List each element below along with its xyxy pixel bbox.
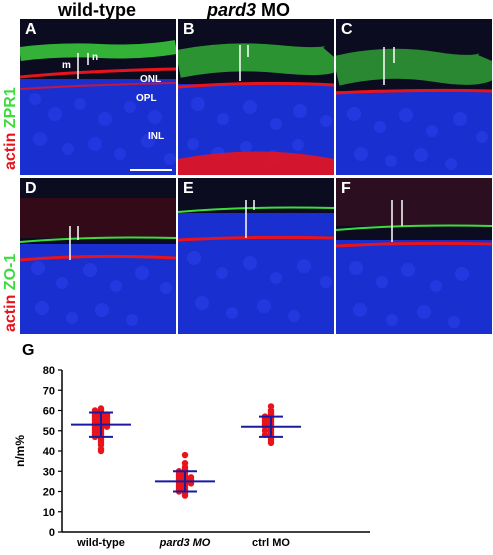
panel-e-image bbox=[178, 178, 334, 334]
panel-a-label: A bbox=[25, 21, 37, 38]
y-tick-label: 80 bbox=[43, 365, 55, 377]
panel-f: F bbox=[336, 178, 492, 334]
column-title-pard3-suffix: MO bbox=[256, 0, 291, 20]
row1-stain-red: actin bbox=[2, 132, 19, 170]
panel-b-label: B bbox=[183, 21, 195, 38]
y-tick-label: 20 bbox=[43, 487, 55, 499]
label-inl: INL bbox=[148, 131, 165, 142]
column-title-wild-type: wild-type bbox=[58, 0, 137, 20]
data-point bbox=[97, 447, 105, 455]
x-tick-label: pard3 MO bbox=[159, 537, 211, 549]
panel-d-label: D bbox=[25, 180, 37, 197]
y-tick-label: 10 bbox=[43, 507, 55, 519]
panel-d: D bbox=[20, 178, 176, 334]
chart-svg: 0 10 20 30 40 50 60 70 80 n/m% wild-type pard3 MO ct… bbox=[13, 365, 370, 549]
y-tick-label: 50 bbox=[43, 426, 55, 438]
data-point bbox=[267, 439, 275, 447]
panel-f-image bbox=[336, 178, 492, 334]
panel-c-label: C bbox=[341, 21, 353, 38]
scatter-chart: 0 10 20 30 40 50 60 70 80 n/m% wild-type pard3 MO ct… bbox=[0, 340, 493, 550]
y-tick-label: 60 bbox=[43, 406, 55, 418]
data-point bbox=[181, 492, 189, 499]
row2-stain-green: ZO-1 bbox=[2, 253, 19, 291]
y-tick-label: 40 bbox=[43, 446, 55, 458]
column-title-pard3-mo: pard3 MO bbox=[207, 0, 290, 21]
column-title-pard3-italic: pard3 bbox=[207, 0, 257, 20]
row2-stain-red: actin bbox=[2, 294, 19, 332]
panel-e: E bbox=[178, 178, 334, 334]
label-opl: OPL bbox=[136, 93, 157, 104]
panel-e-label: E bbox=[183, 180, 194, 197]
y-tick-label: 0 bbox=[49, 527, 55, 539]
x-tick-label: ctrl MO bbox=[252, 537, 290, 549]
label-n: n bbox=[92, 52, 99, 63]
panel-c-image bbox=[336, 19, 492, 175]
panel-a: A n m ONL OPL INL bbox=[20, 19, 176, 175]
data-point bbox=[181, 451, 189, 459]
y-tick-label: 30 bbox=[43, 466, 55, 478]
x-tick-label: wild-type bbox=[76, 537, 125, 549]
panel-b: B bbox=[178, 19, 334, 175]
panel-f-label: F bbox=[341, 180, 351, 197]
label-onl: ONL bbox=[140, 74, 162, 85]
label-m: m bbox=[62, 60, 71, 71]
panel-g-label: G bbox=[22, 342, 35, 359]
panel-d-image bbox=[20, 178, 176, 334]
y-axis-label: n/m% bbox=[13, 435, 27, 467]
panel-b-image bbox=[178, 19, 334, 175]
row-label-zpr1: actin ZPR1 bbox=[2, 87, 20, 170]
panel-c: C bbox=[336, 19, 492, 175]
y-tick-label: 70 bbox=[43, 385, 55, 397]
panel-a-image bbox=[20, 19, 176, 175]
row1-stain-green: ZPR1 bbox=[2, 87, 19, 129]
row-label-zo1: actin ZO-1 bbox=[2, 254, 20, 332]
